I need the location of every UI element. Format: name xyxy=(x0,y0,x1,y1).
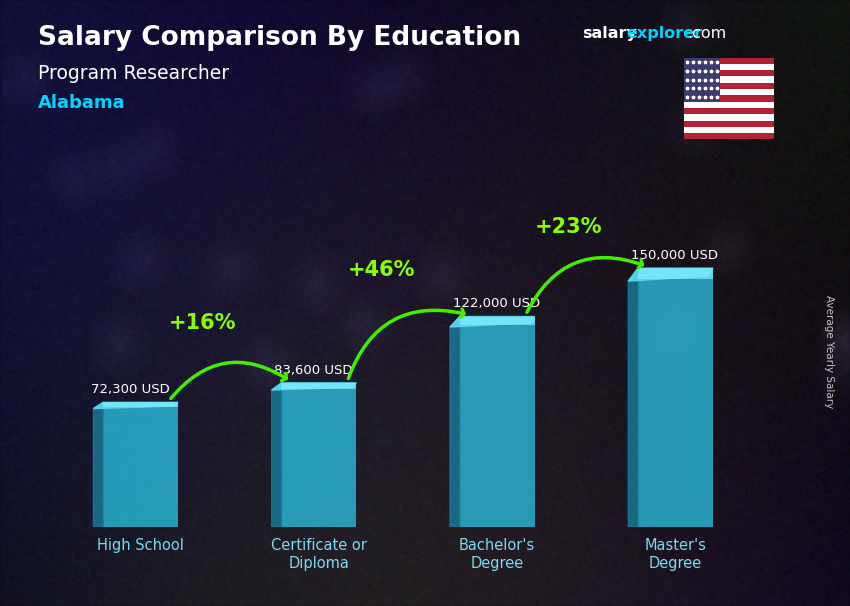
Bar xyxy=(684,58,720,102)
Bar xyxy=(684,133,774,139)
Text: +46%: +46% xyxy=(348,260,415,280)
Text: Average Yearly Salary: Average Yearly Salary xyxy=(824,295,834,408)
Bar xyxy=(460,316,535,325)
Text: 150,000 USD: 150,000 USD xyxy=(631,249,718,262)
Text: Alabama: Alabama xyxy=(38,94,126,112)
Polygon shape xyxy=(272,383,356,390)
Bar xyxy=(103,402,178,527)
Text: +23%: +23% xyxy=(535,217,602,237)
Polygon shape xyxy=(450,316,460,527)
Text: Program Researcher: Program Researcher xyxy=(38,64,230,82)
Bar xyxy=(281,383,356,388)
Bar xyxy=(684,70,774,76)
Bar xyxy=(460,316,535,527)
Text: 83,600 USD: 83,600 USD xyxy=(275,364,353,377)
Bar xyxy=(684,108,774,114)
Text: +16%: +16% xyxy=(169,313,236,333)
Text: 72,300 USD: 72,300 USD xyxy=(91,384,169,396)
Polygon shape xyxy=(450,316,535,327)
Polygon shape xyxy=(272,383,281,527)
Bar xyxy=(684,83,774,89)
Text: salary: salary xyxy=(582,26,638,41)
Text: .com: .com xyxy=(687,26,726,41)
Text: explorer: explorer xyxy=(626,26,703,41)
Polygon shape xyxy=(628,268,638,527)
Polygon shape xyxy=(628,268,713,281)
Text: 122,000 USD: 122,000 USD xyxy=(452,298,540,310)
Polygon shape xyxy=(94,402,103,527)
Text: Salary Comparison By Education: Salary Comparison By Education xyxy=(38,25,521,52)
Polygon shape xyxy=(94,402,178,408)
Bar xyxy=(281,383,356,527)
Bar xyxy=(684,58,774,64)
Bar xyxy=(684,121,774,127)
Bar xyxy=(638,268,713,527)
Bar xyxy=(103,402,178,407)
Bar xyxy=(638,268,713,279)
Bar xyxy=(684,95,774,102)
